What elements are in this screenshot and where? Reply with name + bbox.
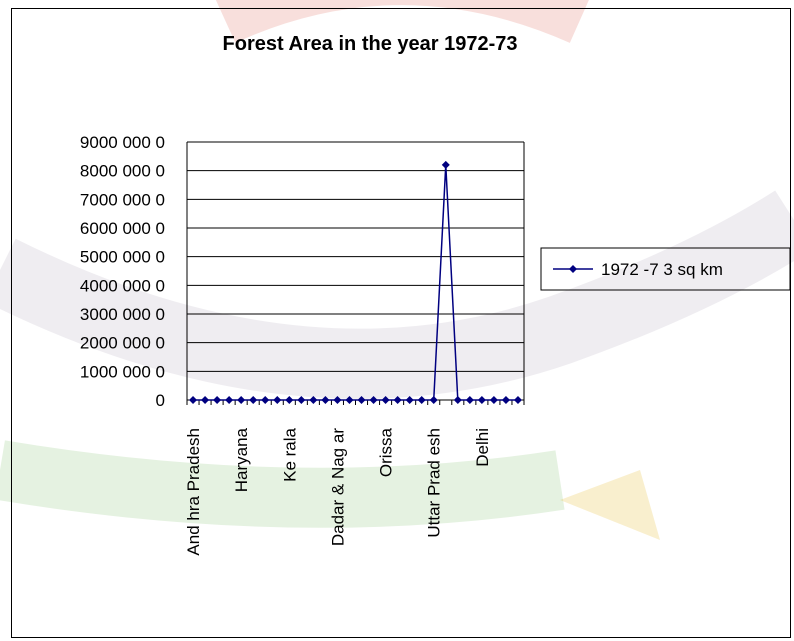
x-tick-label: Delhi bbox=[473, 428, 492, 467]
data-point bbox=[285, 396, 294, 404]
data-point bbox=[477, 396, 486, 404]
data-point bbox=[213, 396, 222, 404]
data-point bbox=[405, 396, 414, 404]
data-point bbox=[453, 396, 462, 404]
data-point bbox=[201, 396, 210, 404]
y-tick-label: 3000 000 0 bbox=[80, 305, 165, 324]
x-tick-label: Orissa bbox=[377, 427, 396, 477]
data-point bbox=[417, 396, 426, 404]
legend: 1972 -7 3 sq km bbox=[540, 247, 791, 291]
x-axis-tick-labels: And hra Pradesh Haryana Ke rala Dadar & Nag… bbox=[184, 427, 492, 555]
x-tick-label: Ke rala bbox=[280, 427, 299, 481]
data-point bbox=[237, 396, 246, 404]
chart-title: Forest Area in the year 1972-73 bbox=[223, 33, 518, 55]
series-1972-73 bbox=[189, 160, 522, 404]
y-tick-label: 1000 000 0 bbox=[80, 362, 165, 381]
y-tick-label: 4000 000 0 bbox=[80, 276, 165, 295]
y-axis-tick-labels: 0 1000 000 0 2000 000 0 3000 000 0 4000 000 … bbox=[80, 133, 165, 410]
y-tick-label: 8000 000 0 bbox=[80, 162, 165, 181]
data-point bbox=[249, 396, 258, 404]
data-point bbox=[309, 396, 318, 404]
x-tick-label: And hra Pradesh bbox=[184, 428, 203, 556]
series-line bbox=[193, 164, 518, 401]
y-tick-label: 5000 000 0 bbox=[80, 248, 165, 267]
data-point bbox=[273, 396, 282, 404]
data-point bbox=[369, 396, 378, 404]
x-tick-label: Dadar & Nag ar bbox=[328, 428, 347, 546]
data-point bbox=[429, 396, 438, 404]
legend-swatch-marker bbox=[569, 265, 577, 273]
y-tick-label: 9000 000 0 bbox=[80, 133, 165, 152]
grid-lines bbox=[187, 141, 524, 372]
y-tick-label: 7000 000 0 bbox=[80, 190, 165, 209]
x-tick-label: Uttar Prad esh bbox=[425, 428, 444, 538]
x-tick-label: Haryana bbox=[232, 427, 251, 492]
data-point bbox=[297, 396, 306, 404]
data-point bbox=[261, 396, 270, 404]
legend-label: 1972 -7 3 sq km bbox=[601, 260, 723, 279]
data-point bbox=[465, 396, 474, 404]
y-tick-label: 0 bbox=[156, 391, 165, 410]
axes bbox=[186, 141, 525, 405]
data-point bbox=[357, 396, 366, 404]
chart-frame bbox=[11, 8, 791, 638]
data-point bbox=[489, 396, 498, 404]
data-point bbox=[321, 396, 330, 404]
data-point bbox=[189, 396, 198, 404]
data-point bbox=[225, 396, 234, 404]
data-point bbox=[441, 160, 450, 169]
data-point bbox=[513, 396, 522, 404]
legend-box bbox=[540, 247, 791, 291]
data-point bbox=[393, 396, 402, 404]
data-point bbox=[501, 396, 510, 404]
y-tick-label: 6000 000 0 bbox=[80, 219, 165, 238]
data-point bbox=[381, 396, 390, 404]
data-point bbox=[333, 396, 342, 404]
y-tick-label: 2000 000 0 bbox=[80, 334, 165, 353]
data-point bbox=[345, 396, 354, 404]
